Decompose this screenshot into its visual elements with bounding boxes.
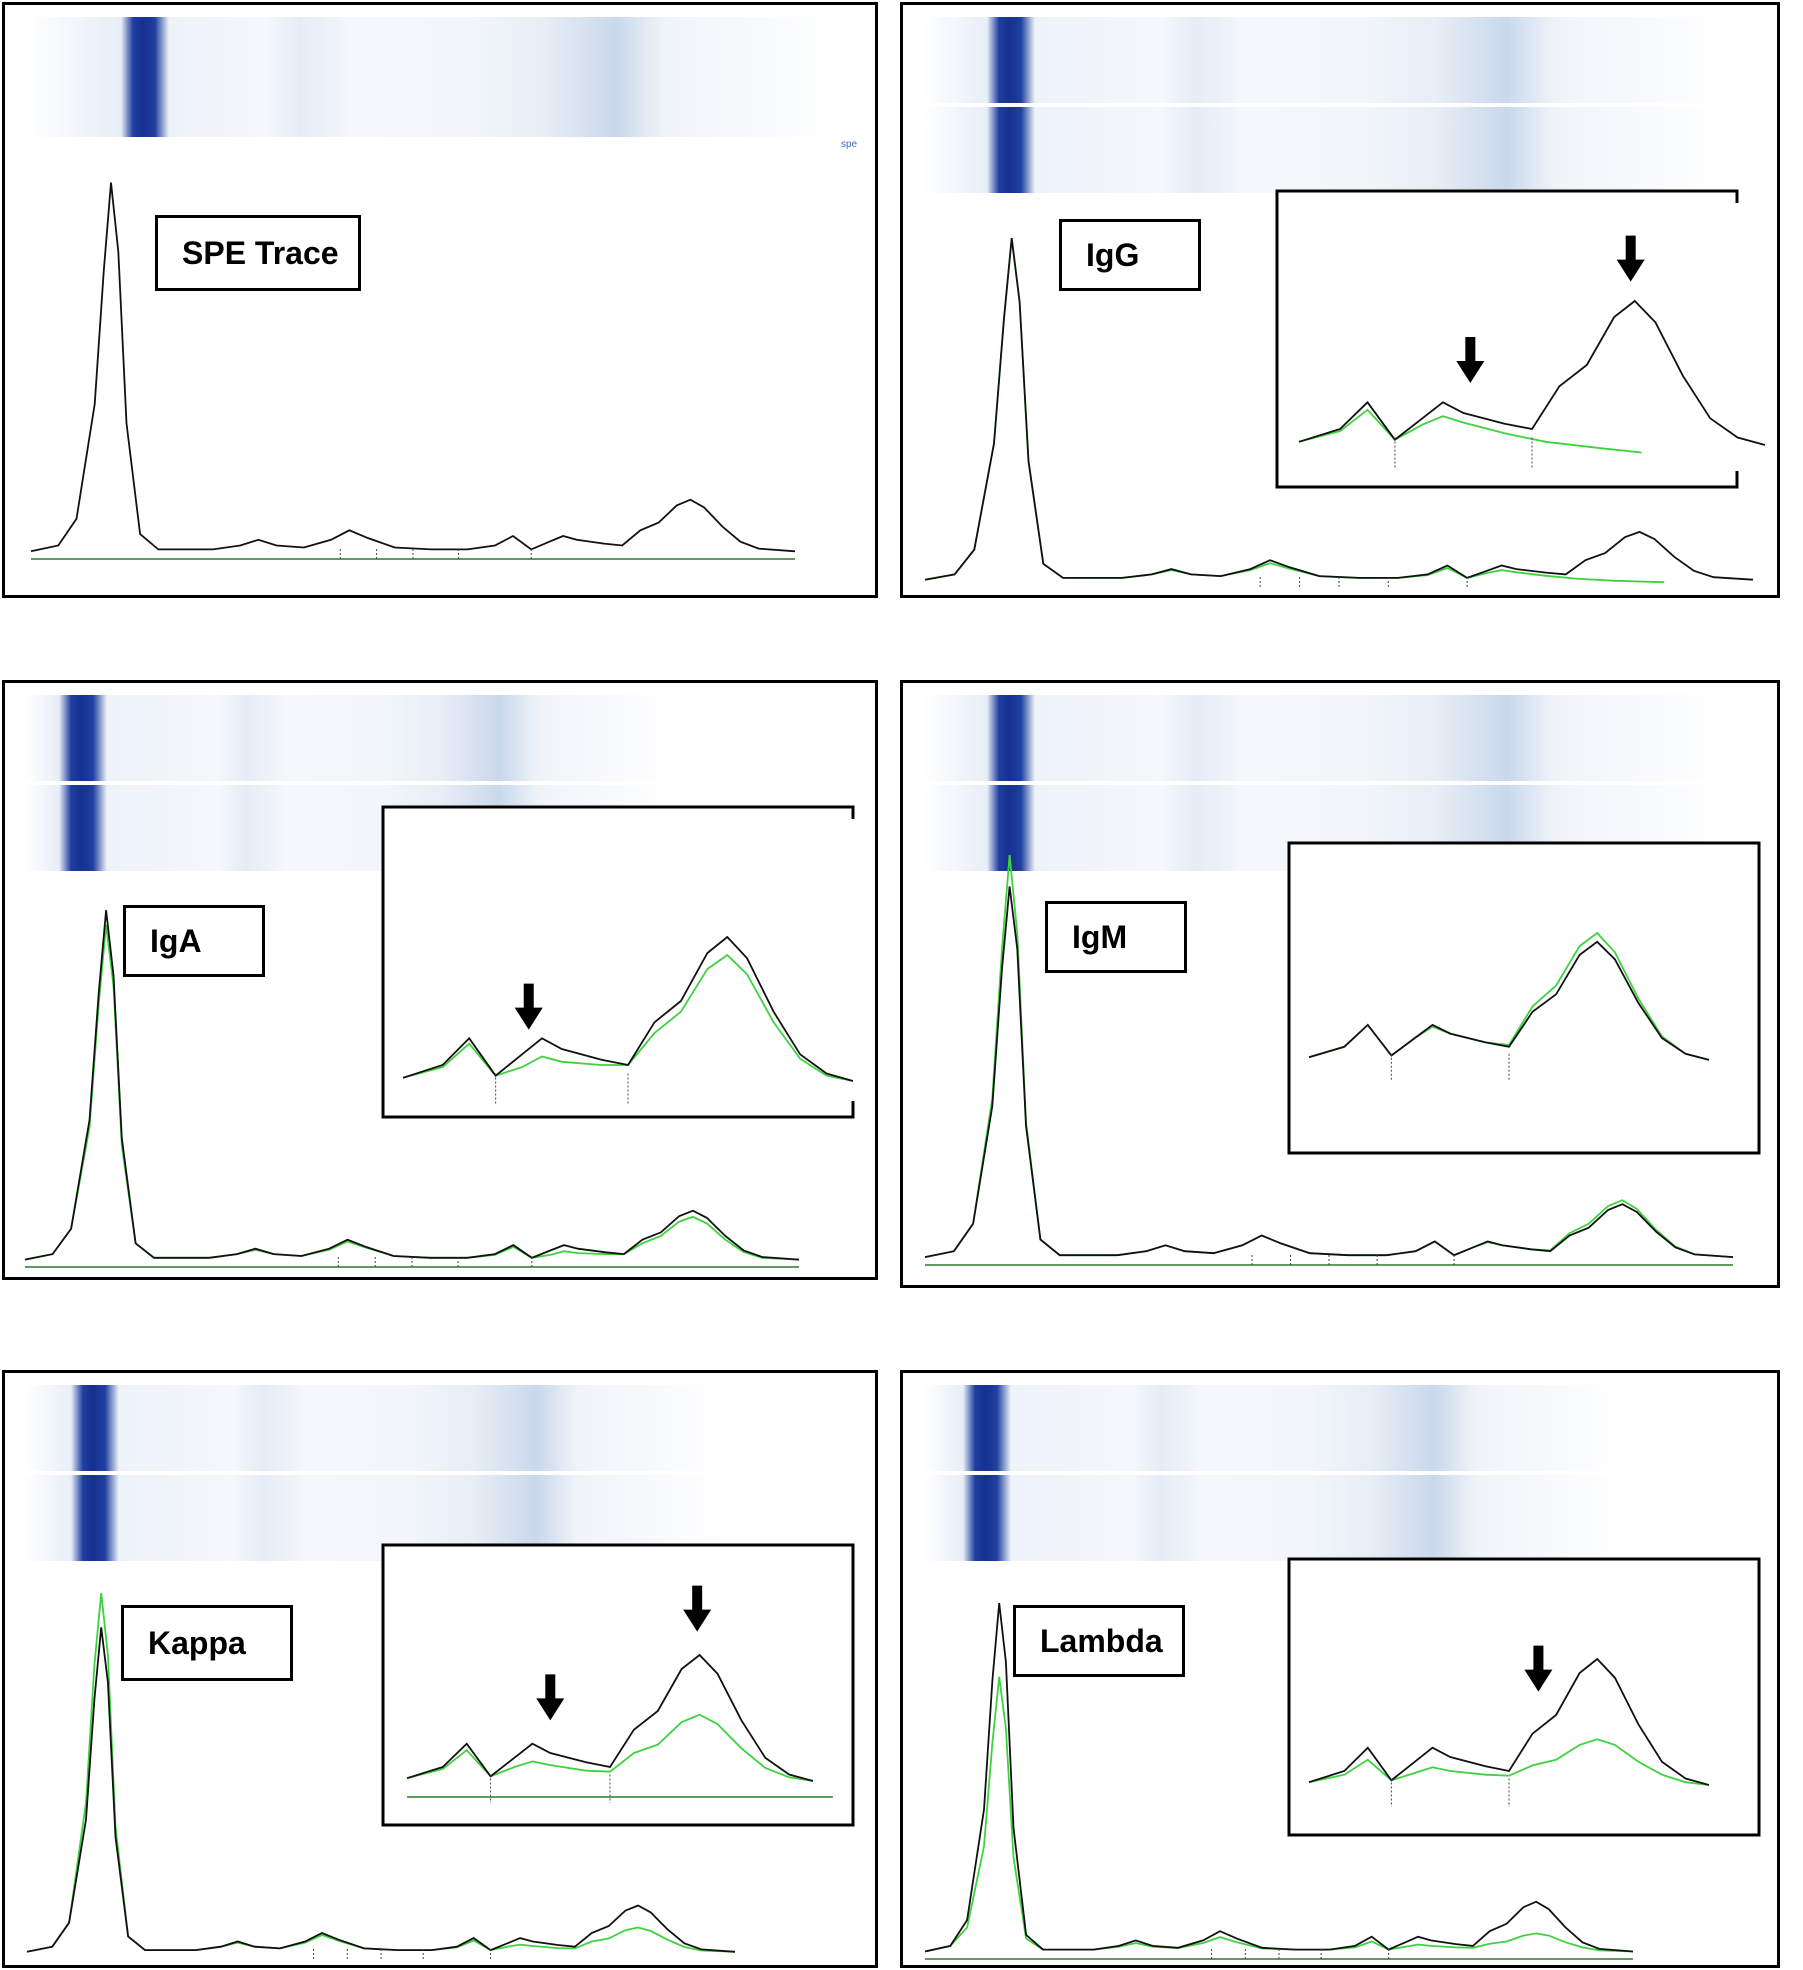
- panel-svg: [923, 17, 1766, 587]
- panel-label: IgM: [1045, 901, 1187, 973]
- inset-trace-line: [1308, 1738, 1710, 1786]
- trace-line: [924, 1602, 1634, 1953]
- down-arrow-icon: [1616, 235, 1645, 282]
- inset-zoom: [1275, 189, 1766, 489]
- inset-frame: [1287, 841, 1761, 1155]
- gel-strip-row: [25, 695, 675, 781]
- trace-line: [924, 886, 1734, 1258]
- panel-label: SPE Trace: [155, 215, 361, 291]
- inset-frame: [381, 1543, 855, 1827]
- gel-strip-row: [25, 1385, 725, 1471]
- panel-kappa: Kappa: [2, 1370, 878, 1968]
- inset-bg: [383, 807, 853, 1117]
- inset-trace-line: [1298, 299, 1766, 446]
- gel-strip-row: [923, 107, 1723, 193]
- inset-frame: [381, 805, 855, 1119]
- panel-iga: IgA: [2, 680, 878, 1280]
- inset-zoom: [381, 1543, 855, 1827]
- down-arrow-icon: [514, 983, 543, 1030]
- inset-trace-line: [1308, 940, 1710, 1061]
- strip-tag: spe: [841, 139, 858, 150]
- panel-svg: [24, 695, 855, 1268]
- inset-trace-line: [1308, 1657, 1710, 1786]
- panel-svg: [25, 1385, 855, 1959]
- inset-trace-line: [402, 935, 854, 1082]
- gel-strip-row: [923, 17, 1723, 103]
- down-arrow-icon: [1456, 337, 1485, 383]
- gel-strip-row: [923, 1385, 1623, 1471]
- panel-svg: [25, 17, 835, 560]
- inset-frame: [1275, 189, 1739, 489]
- inset-trace-line: [1298, 408, 1642, 454]
- panel-igm: IgM: [900, 680, 1780, 1288]
- panel-label: Lambda: [1013, 1605, 1185, 1677]
- panel-spe: SPE Trace spe: [2, 2, 878, 598]
- gel-strip-row: [25, 17, 835, 137]
- down-arrow-icon: [1524, 1645, 1553, 1692]
- panel-igg: IgG: [900, 2, 1780, 598]
- inset-frame: [1287, 1557, 1761, 1837]
- inset-trace-line: [406, 1653, 814, 1782]
- inset-zoom: [1287, 1557, 1761, 1837]
- trace-line: [30, 182, 796, 553]
- trace-line: [24, 910, 800, 1261]
- down-arrow-icon: [536, 1674, 565, 1721]
- panel-label: IgA: [123, 905, 265, 977]
- gel-strip-row: [923, 1475, 1623, 1561]
- panel-lambda: Lambda: [900, 1370, 1780, 1968]
- panel-label: IgG: [1059, 219, 1201, 291]
- panel-svg: [923, 695, 1761, 1266]
- inset-zoom: [381, 805, 855, 1119]
- inset-zoom: [1287, 841, 1761, 1155]
- panel-label: Kappa: [121, 1605, 293, 1681]
- inset-bg: [1277, 191, 1737, 487]
- panel-svg: [923, 1385, 1761, 1960]
- gel-strip-row: [923, 695, 1723, 781]
- down-arrow-icon: [683, 1585, 712, 1632]
